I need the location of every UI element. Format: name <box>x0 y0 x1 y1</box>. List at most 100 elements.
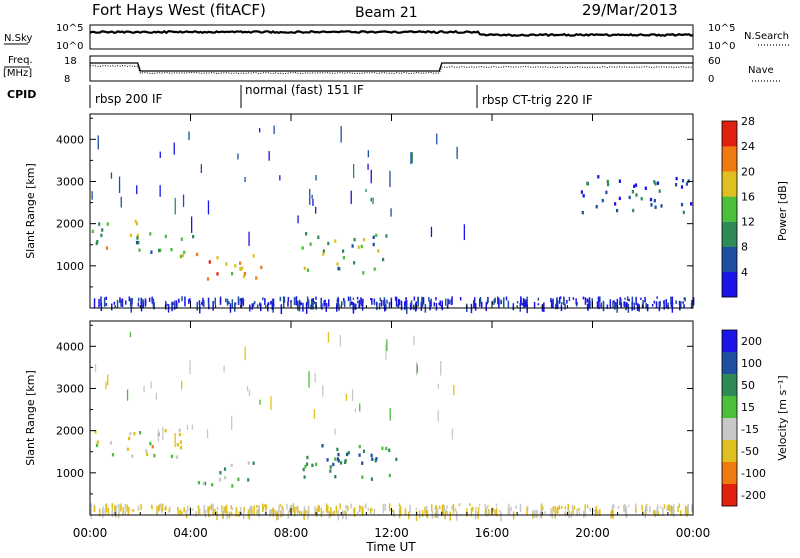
data-cell <box>541 509 543 515</box>
data-cell <box>350 190 352 204</box>
data-cell <box>512 303 515 311</box>
data-cell <box>353 507 356 517</box>
data-cell <box>181 253 184 258</box>
data-cell <box>145 449 148 453</box>
data-cell <box>646 505 648 512</box>
data-cell <box>214 508 216 515</box>
data-cell <box>129 233 132 237</box>
freq-unit: [MHz] <box>3 68 32 79</box>
data-cell <box>657 511 660 516</box>
data-cell <box>416 361 418 376</box>
data-cell <box>242 274 246 279</box>
data-cell <box>683 304 685 308</box>
data-cell <box>677 506 679 512</box>
data-cell <box>499 509 501 513</box>
data-cell <box>439 505 441 510</box>
data-cell <box>416 364 418 373</box>
data-cell <box>337 510 339 521</box>
data-cell <box>151 445 154 449</box>
data-cell <box>181 511 183 515</box>
colorbar-tick-label: 100 <box>741 357 762 370</box>
data-cell <box>599 508 601 516</box>
data-cell <box>650 203 653 207</box>
data-cell <box>597 175 600 179</box>
data-cell <box>230 505 232 510</box>
data-cell <box>105 503 108 513</box>
data-cell <box>131 454 134 458</box>
data-cell <box>111 303 113 311</box>
data-cell <box>498 297 500 306</box>
data-cell <box>635 183 638 187</box>
data-cell <box>472 300 475 304</box>
data-cell <box>226 509 228 520</box>
data-cell <box>105 381 107 390</box>
data-cell <box>161 503 164 509</box>
data-cell <box>353 163 355 178</box>
data-cell <box>239 267 242 271</box>
data-cell <box>605 190 608 195</box>
data-cell <box>252 254 255 258</box>
data-cell <box>434 507 436 510</box>
x-tick-label: 20:00 <box>575 526 610 540</box>
data-cell <box>315 175 317 181</box>
data-cell <box>272 508 274 512</box>
data-cell <box>438 302 440 305</box>
data-cell <box>451 505 453 510</box>
data-cell <box>666 505 668 511</box>
data-cell <box>620 304 622 309</box>
data-cell <box>662 507 664 517</box>
data-cell <box>292 503 295 513</box>
data-cell <box>113 301 116 305</box>
data-cell <box>618 196 621 201</box>
data-cell <box>375 457 378 461</box>
data-cell <box>656 508 658 516</box>
data-cell <box>306 268 310 272</box>
data-cell <box>353 261 356 265</box>
colorbar-tick-label: 28 <box>741 115 755 128</box>
data-cell <box>612 300 614 309</box>
data-cell <box>679 304 681 311</box>
data-cell <box>185 509 187 516</box>
data-cell <box>188 131 190 141</box>
data-cell <box>199 508 201 514</box>
data-cell <box>673 509 675 518</box>
data-cell <box>290 504 293 513</box>
data-cell <box>484 504 486 509</box>
nave-label: Nave <box>748 65 774 76</box>
data-cell <box>259 128 261 133</box>
data-cell <box>645 302 647 309</box>
data-cell <box>619 300 621 306</box>
data-cell <box>494 509 496 516</box>
colorbar-segment <box>722 440 737 463</box>
data-cell <box>159 248 162 252</box>
data-cell <box>335 505 338 514</box>
data-cell <box>105 246 108 250</box>
data-cell <box>575 298 577 305</box>
data-cell <box>223 365 225 373</box>
data-cell <box>374 459 377 463</box>
data-cell <box>312 298 314 302</box>
noise-panel: N.Sky 10^5 10^0 10^5 10^0 N.Search <box>4 23 790 52</box>
data-cell <box>256 509 258 515</box>
data-cell <box>268 151 270 161</box>
data-cell <box>670 505 672 515</box>
colorbar-segment <box>722 484 737 507</box>
data-cell <box>391 509 394 512</box>
data-cell <box>515 505 517 509</box>
data-cell <box>382 257 385 262</box>
data-cell <box>231 299 234 309</box>
data-cell <box>355 303 357 310</box>
data-cell <box>350 503 352 509</box>
data-cell <box>160 507 163 514</box>
data-cell <box>524 299 526 308</box>
data-cell <box>150 250 153 254</box>
data-cell <box>578 507 580 511</box>
data-cell <box>307 506 310 514</box>
data-cell <box>520 297 522 306</box>
data-cell <box>297 215 299 224</box>
data-cell <box>612 509 614 519</box>
colorbar-segment <box>722 418 737 441</box>
data-cell <box>414 303 417 312</box>
data-cell <box>655 301 658 308</box>
